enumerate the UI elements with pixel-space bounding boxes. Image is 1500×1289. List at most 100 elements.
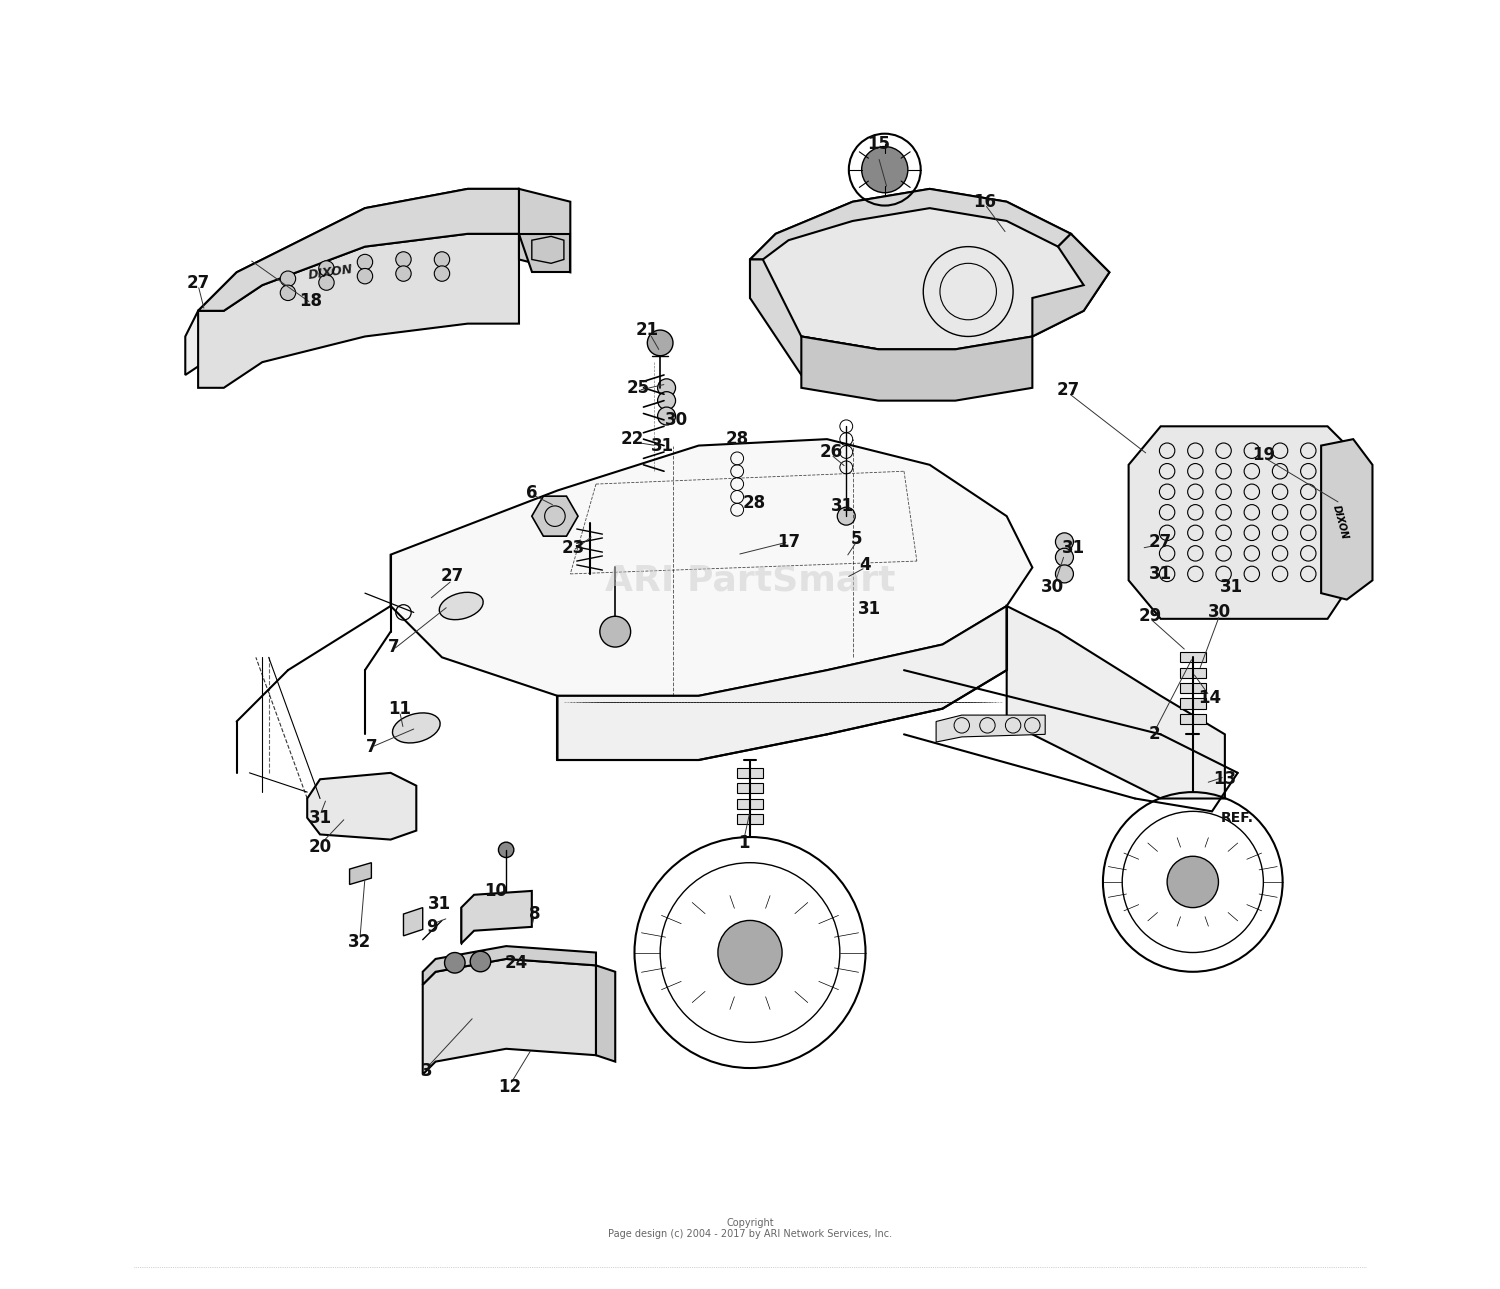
Text: 27: 27	[441, 567, 464, 585]
Text: 31: 31	[858, 599, 880, 617]
Circle shape	[435, 266, 450, 281]
Circle shape	[396, 266, 411, 281]
Ellipse shape	[393, 713, 439, 742]
Polygon shape	[936, 715, 1046, 742]
Polygon shape	[750, 259, 879, 388]
Ellipse shape	[440, 593, 483, 620]
Polygon shape	[423, 946, 596, 985]
Text: 19: 19	[1252, 446, 1275, 464]
Circle shape	[1056, 565, 1074, 583]
Text: 18: 18	[300, 291, 322, 309]
Polygon shape	[350, 862, 372, 884]
Text: DIXON: DIXON	[308, 263, 354, 282]
Polygon shape	[1007, 606, 1226, 798]
Text: 30: 30	[666, 411, 688, 429]
Circle shape	[1056, 548, 1074, 566]
Polygon shape	[1180, 668, 1206, 678]
Text: 31: 31	[831, 496, 854, 514]
Circle shape	[320, 260, 334, 276]
Text: 17: 17	[777, 532, 800, 550]
Text: 5: 5	[850, 530, 862, 548]
Circle shape	[470, 951, 490, 972]
Text: 31: 31	[651, 437, 675, 455]
Text: 8: 8	[528, 905, 540, 923]
Polygon shape	[186, 189, 519, 375]
Text: 27: 27	[1056, 382, 1080, 400]
Circle shape	[357, 254, 372, 269]
Text: 2: 2	[1149, 726, 1160, 744]
Text: 26: 26	[819, 443, 843, 461]
Text: 31: 31	[1062, 539, 1084, 557]
Polygon shape	[532, 496, 578, 536]
Text: 14: 14	[1198, 690, 1221, 708]
Polygon shape	[736, 768, 764, 779]
Text: 31: 31	[1149, 565, 1173, 583]
Polygon shape	[750, 189, 1071, 259]
Polygon shape	[596, 965, 615, 1062]
Text: 12: 12	[498, 1079, 522, 1096]
Text: 15: 15	[867, 135, 889, 153]
Text: 6: 6	[526, 485, 537, 501]
Polygon shape	[1032, 233, 1110, 336]
Circle shape	[1167, 856, 1218, 907]
Text: Copyright
Page design (c) 2004 - 2017 by ARI Network Services, Inc.: Copyright Page design (c) 2004 - 2017 by…	[608, 1218, 892, 1239]
Text: 31: 31	[1220, 577, 1244, 596]
Text: 31: 31	[427, 895, 451, 913]
Circle shape	[280, 271, 296, 286]
Polygon shape	[1180, 652, 1206, 663]
Circle shape	[657, 379, 675, 397]
Text: ARI PartSmart: ARI PartSmart	[604, 563, 896, 597]
Text: 20: 20	[309, 838, 332, 856]
Polygon shape	[519, 233, 570, 272]
Text: 21: 21	[636, 321, 658, 339]
Polygon shape	[1180, 714, 1206, 724]
Text: 4: 4	[859, 556, 871, 574]
Circle shape	[837, 507, 855, 525]
Text: 29: 29	[1138, 607, 1162, 625]
Text: 27: 27	[186, 273, 210, 291]
Polygon shape	[1180, 683, 1206, 693]
Polygon shape	[1322, 440, 1372, 599]
Circle shape	[435, 251, 450, 267]
Text: 32: 32	[348, 933, 372, 951]
Circle shape	[1056, 532, 1074, 550]
Text: 22: 22	[621, 431, 644, 449]
Circle shape	[861, 147, 907, 193]
Polygon shape	[750, 189, 1110, 349]
Text: 7: 7	[387, 638, 399, 656]
Text: 31: 31	[309, 808, 332, 826]
Circle shape	[718, 920, 782, 985]
Polygon shape	[198, 189, 519, 311]
Circle shape	[396, 251, 411, 267]
Polygon shape	[390, 440, 1032, 696]
Text: 30: 30	[1041, 577, 1065, 596]
Text: 1: 1	[738, 834, 750, 852]
Text: 23: 23	[561, 539, 585, 557]
Circle shape	[444, 953, 465, 973]
Polygon shape	[736, 813, 764, 824]
Circle shape	[498, 842, 514, 857]
Text: 11: 11	[388, 700, 411, 718]
Polygon shape	[1180, 699, 1206, 709]
Text: 24: 24	[506, 954, 528, 972]
Text: 25: 25	[627, 379, 650, 397]
Text: 3: 3	[422, 1062, 432, 1080]
Circle shape	[657, 392, 675, 410]
Polygon shape	[198, 233, 519, 388]
Polygon shape	[519, 189, 570, 272]
Text: 7: 7	[366, 739, 376, 757]
Polygon shape	[736, 784, 764, 794]
Circle shape	[320, 275, 334, 290]
Text: 13: 13	[1214, 771, 1236, 789]
Circle shape	[280, 285, 296, 300]
Circle shape	[648, 330, 674, 356]
Circle shape	[657, 407, 675, 425]
Circle shape	[600, 616, 630, 647]
Text: 10: 10	[484, 882, 507, 900]
Text: 27: 27	[1149, 532, 1173, 550]
Text: 9: 9	[426, 918, 438, 936]
Polygon shape	[736, 798, 764, 808]
Polygon shape	[801, 336, 1032, 401]
Polygon shape	[1128, 427, 1353, 619]
Text: DIXON: DIXON	[1330, 504, 1350, 541]
